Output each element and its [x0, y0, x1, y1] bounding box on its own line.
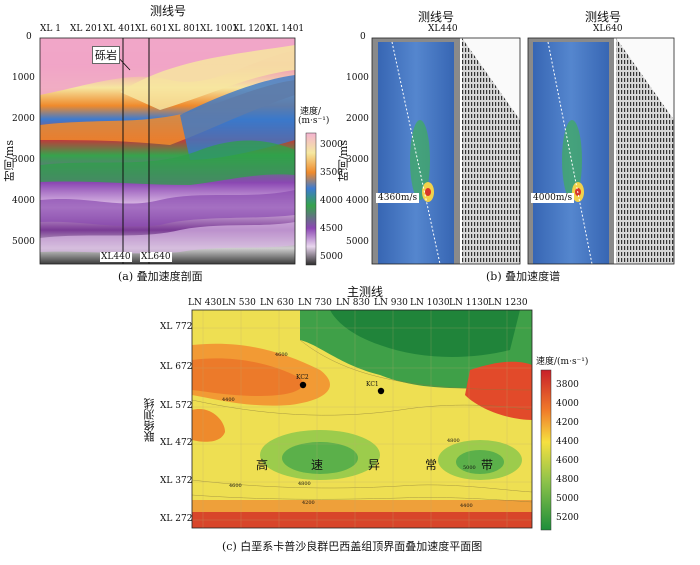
- legend-c-title: 速度/(m·s⁻¹): [536, 357, 589, 367]
- x-tick: LN 1130: [449, 298, 489, 308]
- anomaly-char: 高: [256, 458, 269, 472]
- panel-b-line-right: XL640: [593, 24, 623, 34]
- contour-label: 4800: [447, 438, 460, 444]
- velocity-label-right: 4000m/s: [531, 193, 575, 203]
- contour-label: 4400: [460, 503, 473, 509]
- x-tick: XL 1: [40, 24, 61, 34]
- legend-tick: 4400: [556, 437, 579, 447]
- y-tick: 2000: [12, 114, 35, 124]
- x-tick: LN 1230: [488, 298, 528, 308]
- legend-tick: 5000: [556, 494, 579, 504]
- panel-a-title: 测线号: [150, 4, 187, 18]
- y-tick: 2000: [346, 114, 369, 124]
- panel-c-caption: (c) 白垩系卡普沙良群巴西盖组顶界面叠加速度平面图: [222, 540, 483, 553]
- panel-b-line-left: XL440: [428, 24, 458, 34]
- xl640-label: XL640: [140, 252, 172, 262]
- panel-c-map: [191, 309, 533, 529]
- legend-tick: 4200: [556, 418, 579, 428]
- legend-tick: 3800: [556, 380, 579, 390]
- x-tick: XL 1201: [233, 24, 272, 34]
- y-tick: XL 772: [160, 322, 193, 332]
- contour-label: 4200: [302, 500, 315, 506]
- y-tick: 4000: [12, 196, 35, 206]
- anomaly-char: 异: [368, 458, 381, 472]
- xl440-label: XL440: [100, 252, 132, 262]
- panel-a-caption: (a) 叠加速度剖面: [118, 270, 203, 283]
- contour-label: 4800: [298, 481, 311, 487]
- panel-a-section: [39, 37, 296, 265]
- y-tick: 4000: [346, 196, 369, 206]
- well-kc1-marker: [377, 387, 385, 395]
- x-tick: LN 930: [374, 298, 408, 308]
- anomaly-char: 常: [425, 458, 438, 472]
- x-tick: XL 401: [103, 24, 136, 34]
- anomaly-char: 速: [311, 458, 324, 472]
- y-tick: 3000: [346, 155, 369, 165]
- y-tick: XL 672: [160, 362, 193, 372]
- legend-tick: 4800: [556, 475, 579, 485]
- x-tick: LN 830: [336, 298, 370, 308]
- y-tick: 3000: [12, 155, 35, 165]
- well-kc2-marker: [299, 381, 307, 389]
- x-tick: XL 601: [135, 24, 168, 34]
- panel-b-title-right: 测线号: [585, 10, 622, 24]
- rock-annotation: 砾岩: [92, 46, 120, 64]
- legend-tick: 4000: [556, 399, 579, 409]
- panel-b-spectra: [371, 37, 675, 265]
- contour-label: 5000: [463, 465, 476, 471]
- legend-tick: 5200: [556, 513, 579, 523]
- contour-label: 4600: [229, 483, 242, 489]
- contour-label: 4400: [222, 397, 235, 403]
- legend-tick: 5000: [320, 252, 343, 262]
- legend-a-title-1: 速度/: [300, 107, 322, 117]
- x-tick: LN 1030: [410, 298, 450, 308]
- well-kc2-label: KC2: [296, 374, 309, 381]
- legend-tick: 3500: [320, 168, 343, 178]
- x-tick: XL 201: [70, 24, 103, 34]
- y-tick: XL 272: [160, 514, 193, 524]
- x-tick: LN 530: [222, 298, 256, 308]
- velocity-label-left: 4360m/s: [376, 193, 420, 203]
- panel-c-colorbar: [540, 369, 552, 531]
- y-tick: 0: [26, 32, 32, 42]
- y-tick: XL 572: [160, 401, 193, 411]
- x-tick: LN 730: [298, 298, 332, 308]
- y-tick: 5000: [346, 237, 369, 247]
- legend-tick: 4600: [556, 456, 579, 466]
- panel-c-ylabel: 联络测线: [143, 398, 156, 442]
- panel-a-colorbar: [305, 132, 317, 266]
- legend-tick: 3000: [320, 140, 343, 150]
- y-tick: 1000: [346, 73, 369, 83]
- legend-tick: 4000: [320, 196, 343, 206]
- x-tick: LN 630: [260, 298, 294, 308]
- y-tick: 0: [360, 32, 366, 42]
- panel-b-caption: (b) 叠加速度谱: [486, 270, 561, 283]
- legend-tick: 4500: [320, 224, 343, 234]
- y-tick: 1000: [12, 73, 35, 83]
- y-tick: 5000: [12, 237, 35, 247]
- x-tick: LN 430: [188, 298, 222, 308]
- y-tick: XL 372: [160, 476, 193, 486]
- contour-label: 4600: [275, 352, 288, 358]
- y-tick: XL 472: [160, 438, 193, 448]
- x-tick: XL 801: [168, 24, 201, 34]
- legend-a-title-2: (m·s⁻¹): [298, 116, 330, 126]
- panel-c-title: 主测线: [347, 285, 384, 299]
- x-tick: XL 1001: [200, 24, 239, 34]
- anomaly-char: 带: [481, 458, 494, 472]
- panel-b-title-left: 测线号: [418, 10, 455, 24]
- x-tick: XL 1401: [266, 24, 305, 34]
- well-kc1-label: KC1: [366, 381, 379, 388]
